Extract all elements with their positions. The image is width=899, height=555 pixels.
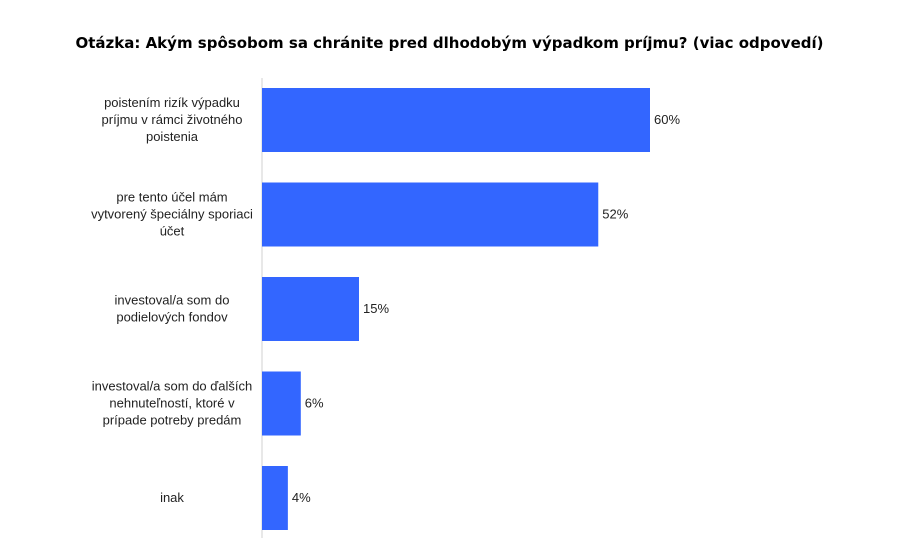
value-label-3: 15% xyxy=(363,301,389,316)
bar-4 xyxy=(262,371,301,436)
value-label-4: 6% xyxy=(305,396,324,411)
category-label-line: príjmu v rámci životného xyxy=(102,112,243,127)
bar-5 xyxy=(262,466,288,530)
value-label-2: 52% xyxy=(602,207,628,222)
category-label-line: vytvorený špeciálny sporiaci xyxy=(91,207,253,222)
category-label-line: prípade potreby predám xyxy=(103,413,242,428)
category-label-4: investoval/a som do ďalších nehnuteľností… xyxy=(92,379,252,428)
category-label-line: účet xyxy=(160,224,185,239)
value-label-5: 4% xyxy=(292,490,311,505)
category-label-3: investoval/a som do podielových fondov xyxy=(115,293,230,325)
category-label-line: investoval/a som do xyxy=(115,293,230,308)
bar-3 xyxy=(262,277,359,341)
category-label-line: podielových fondov xyxy=(116,310,228,325)
bar-1 xyxy=(262,88,650,152)
category-label-line: inak xyxy=(160,490,184,505)
category-label-2: pre tento účel mám vytvorený špeciálny sp… xyxy=(91,190,253,239)
category-label-line: nehnuteľností, ktoré v xyxy=(109,396,235,411)
category-label-line: poistením rizík výpadku xyxy=(104,95,240,110)
value-label-1: 60% xyxy=(654,112,680,127)
category-label-5: inak xyxy=(160,490,184,505)
category-label-1: poistením rizík výpadku príjmu v rámci ži… xyxy=(102,95,243,144)
bar-2 xyxy=(262,182,599,247)
category-label-line: pre tento účel mám xyxy=(116,190,227,205)
chart-title: Otázka: Akým spôsobom sa chránite pred d… xyxy=(75,34,824,52)
category-label-line: poistenia xyxy=(146,129,199,144)
category-label-line: investoval/a som do ďalších xyxy=(92,379,252,394)
